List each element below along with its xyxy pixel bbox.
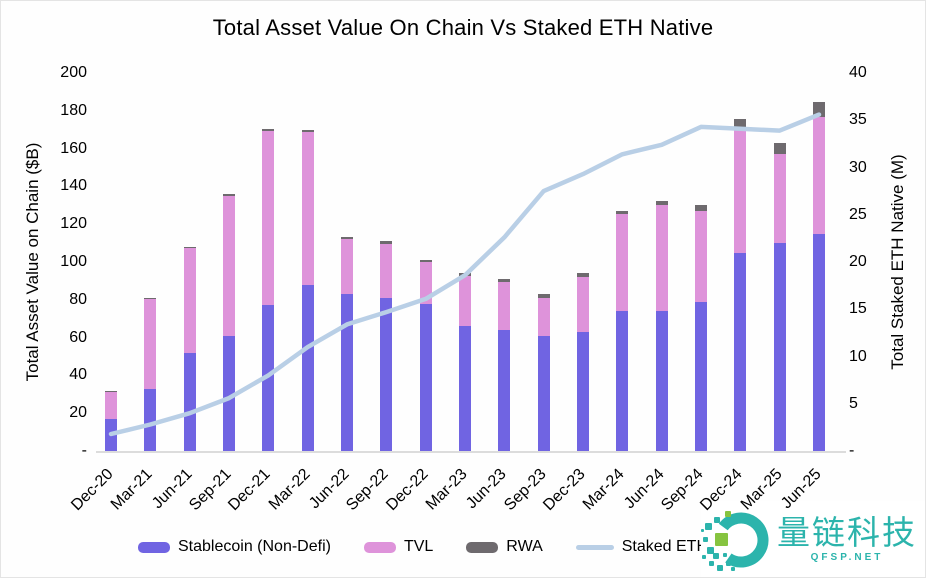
- bar-segment-stablecoin: [656, 311, 668, 451]
- bar-segment-rwa: [459, 273, 471, 276]
- bar-segment-tvl: [656, 205, 668, 311]
- bar-segment-rwa: [223, 194, 235, 196]
- bar-segment-rwa: [420, 260, 432, 262]
- watermark: 量链科技 QFSP.NET: [701, 501, 925, 577]
- bar-segment-rwa: [774, 143, 786, 154]
- bar-segment-tvl: [538, 298, 550, 336]
- left-axis-tick-label: 40: [69, 366, 87, 384]
- bar-segment-stablecoin: [695, 302, 707, 451]
- brand-name: 量链科技: [777, 514, 917, 551]
- left-axis-tick-label: 20: [69, 404, 87, 422]
- left-axis-title: Total Asset Value on Chain ($B): [23, 142, 42, 382]
- bar-segment-stablecoin: [813, 234, 825, 451]
- bar-segment-tvl: [105, 392, 117, 419]
- bar-segment-stablecoin: [616, 311, 628, 451]
- left-axis-tick-label: -: [81, 442, 87, 459]
- legend-item-tvl: TVL: [363, 538, 434, 556]
- bar-segment-stablecoin: [105, 419, 117, 451]
- bar-segment-tvl: [616, 214, 628, 311]
- legend-label: RWA: [506, 538, 543, 555]
- left-axis-tick-label: 200: [60, 64, 87, 81]
- bar-segment-tvl: [262, 131, 274, 305]
- brand-logo-icon: [701, 511, 769, 571]
- bar-segment-rwa: [813, 102, 825, 117]
- legend-label: TVL: [403, 538, 434, 555]
- bar-segment-stablecoin: [498, 330, 510, 451]
- bar-segment-stablecoin: [341, 294, 353, 451]
- bar-segment-stablecoin: [774, 243, 786, 451]
- bar-segment-tvl: [341, 239, 353, 294]
- bar-segment-rwa: [380, 241, 392, 244]
- left-axis-tick-label: 140: [60, 177, 87, 195]
- left-axis-tick-label: 80: [69, 290, 87, 308]
- bar-segment-stablecoin: [184, 353, 196, 451]
- bar-segment-rwa: [498, 279, 510, 282]
- tvl-swatch-icon: [363, 541, 396, 553]
- bar-segment-tvl: [223, 196, 235, 336]
- bar-segment-stablecoin: [262, 305, 274, 451]
- right-axis-tick-label: 10: [849, 347, 867, 365]
- right-axis-tick-label: 25: [849, 205, 867, 223]
- right-axis-tick-label: 30: [849, 158, 867, 176]
- chart-title: Total Asset Value On Chain Vs Staked ETH…: [212, 15, 714, 40]
- bar-segment-stablecoin: [223, 336, 235, 451]
- bar-segment-tvl: [577, 277, 589, 332]
- left-axis-tick-label: 120: [60, 215, 87, 233]
- right-axis-tick-label: 35: [849, 111, 867, 129]
- bar-segment-stablecoin: [302, 285, 314, 451]
- bar-segment-tvl: [734, 130, 746, 253]
- bar-segment-rwa: [538, 294, 550, 298]
- right-axis-tick-label: 15: [849, 300, 867, 318]
- left-axis-tick-label: 160: [60, 139, 87, 157]
- left-axis-tick-label: 60: [69, 328, 87, 346]
- bar-segment-stablecoin: [420, 304, 432, 451]
- bar-segment-rwa: [144, 298, 156, 299]
- bar-segment-tvl: [695, 211, 707, 302]
- bar-segment-rwa: [262, 129, 274, 131]
- bar-segment-tvl: [302, 132, 314, 285]
- bar-segment-stablecoin: [144, 389, 156, 451]
- stablecoin-swatch-icon: [138, 541, 170, 553]
- bar-segment-stablecoin: [538, 336, 550, 451]
- right-axis-tick-label: 40: [849, 64, 867, 81]
- legend-item-rwa: RWA: [466, 538, 543, 556]
- bar-segment-rwa: [616, 211, 628, 214]
- rwa-swatch-icon: [466, 541, 499, 553]
- bar-segment-stablecoin: [577, 332, 589, 451]
- bar-segment-tvl: [498, 282, 510, 330]
- bar-segment-stablecoin: [734, 253, 746, 451]
- bar-segment-tvl: [380, 244, 392, 298]
- bar-segment-rwa: [734, 119, 746, 130]
- bar-segment-tvl: [184, 248, 196, 353]
- bar-segment-stablecoin: [380, 298, 392, 451]
- bar-segment-rwa: [341, 237, 353, 239]
- bar-segment-rwa: [184, 247, 196, 248]
- bar-segment-rwa: [656, 201, 668, 205]
- left-axis-tick-label: 180: [60, 101, 87, 119]
- brand-site: QFSP.NET: [810, 552, 884, 563]
- bar-segment-rwa: [105, 391, 117, 392]
- bar-segment-tvl: [813, 117, 825, 234]
- right-axis-tick-label: 5: [849, 394, 858, 412]
- bar-segment-rwa: [695, 205, 707, 211]
- bar-segment-rwa: [577, 273, 589, 277]
- legend-item-stablecoin: Stablecoin (Non-Defi): [138, 538, 331, 556]
- bar-segment-tvl: [459, 276, 471, 326]
- x-axis-line: [96, 451, 846, 453]
- bar-segment-tvl: [420, 262, 432, 304]
- right-axis-tick-label: -: [849, 442, 855, 459]
- left-axis-tick-label: 100: [60, 253, 87, 270]
- bar-segment-stablecoin: [459, 326, 471, 451]
- bar-segment-tvl: [144, 299, 156, 389]
- right-axis-tick-label: 20: [849, 253, 867, 270]
- watermark-text: 量链科技 QFSP.NET: [777, 514, 917, 564]
- bar-segment-tvl: [774, 154, 786, 243]
- legend-label: Stablecoin (Non-Defi): [178, 538, 331, 555]
- bar-segment-rwa: [302, 130, 314, 132]
- staked-eth-line-swatch-icon: [575, 544, 614, 550]
